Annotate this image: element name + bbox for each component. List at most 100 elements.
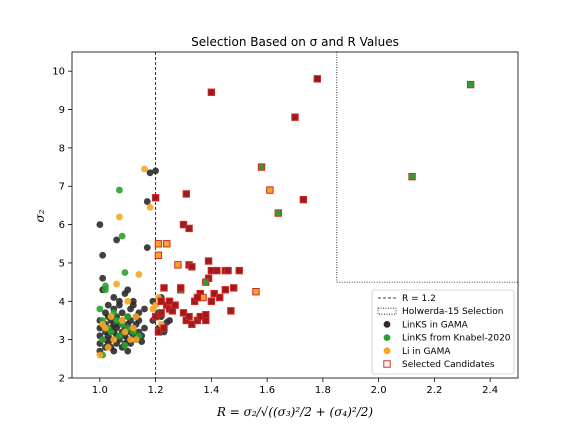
y-tick-label: 8 — [59, 143, 65, 154]
li-gama-point — [129, 324, 137, 332]
selected-candidate-point — [229, 284, 238, 292]
links-knabel-point — [107, 328, 115, 336]
links-knabel-point — [113, 317, 120, 324]
links-knabel-point — [118, 232, 126, 240]
selected-candidate-point — [154, 328, 163, 336]
holwerda-selection-region — [336, 52, 518, 283]
selected-candidate-point — [274, 209, 282, 217]
selected-candidate-point — [466, 80, 475, 89]
legend-marker-circle — [383, 334, 391, 341]
li-gama-point — [110, 336, 118, 344]
selected-candidate-point — [165, 297, 174, 305]
li-gama-point — [141, 165, 148, 173]
legend-label: LinKS from Knabel-2020 — [402, 334, 511, 344]
selected-candidate-point — [154, 240, 163, 248]
selected-candidate-point — [188, 320, 196, 329]
selected-candidate-point — [179, 309, 188, 317]
li-gama-point — [127, 336, 134, 344]
li-gama-point — [132, 313, 140, 321]
selected-candidate-point — [171, 301, 179, 309]
legend-label: LinKS in GAMA — [402, 320, 469, 330]
links-gama-point — [110, 347, 118, 355]
li-gama-point — [115, 213, 123, 221]
selected-candidate-point — [202, 278, 210, 286]
legend-label: R = 1.2 — [402, 294, 436, 304]
x-tick-label: 2.0 — [371, 385, 387, 396]
x-axis-label: R = σ₂/√((σ₃)²/2 + (σ₄)²/2) — [216, 405, 373, 419]
x-tick-label: 1.0 — [92, 385, 108, 396]
selected-candidate-point — [299, 195, 308, 204]
links-gama-point — [124, 347, 132, 355]
links-gama-point — [113, 236, 120, 244]
x-tick-label: 2.2 — [426, 385, 442, 396]
selected-candidate-point — [204, 257, 213, 265]
selected-candidate-point — [157, 309, 165, 317]
legend-label: Holwerda-15 Selection — [402, 307, 503, 317]
links-gama-point — [99, 274, 107, 282]
links-gama-point — [115, 297, 123, 305]
links-gama-point — [166, 317, 173, 324]
y-tick-label: 4 — [59, 297, 65, 308]
x-tick-label: 1.6 — [259, 385, 275, 396]
links-gama-point — [99, 251, 107, 259]
selected-candidate-point — [160, 324, 168, 332]
links-gama-point — [110, 294, 118, 301]
y-tick-label: 10 — [52, 67, 65, 78]
y-tick-label: 2 — [59, 374, 65, 385]
y-tick-label: 6 — [59, 220, 65, 231]
links-gama-point — [129, 297, 137, 305]
x-tick-label: 1.2 — [148, 385, 164, 396]
selected-candidate-point — [160, 284, 168, 292]
selected-candidate-point — [213, 266, 221, 275]
links-gama-point — [141, 324, 148, 332]
selected-candidate-point — [207, 88, 216, 96]
selected-candidate-point — [174, 261, 182, 269]
plot-frame — [71, 51, 519, 379]
legend: R = 1.2 Holwerda-15 Selection LinKS in GAM… — [371, 289, 515, 375]
x-tick-label: 1.4 — [203, 385, 219, 396]
links-gama-point — [104, 301, 112, 309]
links-gama-point — [96, 221, 104, 228]
selected-candidate-point — [182, 190, 190, 198]
legend-marker-circle — [383, 321, 391, 328]
legend-label: Selected Candidates — [402, 360, 495, 370]
selected-candidate-point — [154, 251, 163, 259]
li-gama-point — [118, 317, 126, 324]
selected-candidate-point — [291, 113, 299, 121]
y-axis: 2 3 4 5 6 7 8 9 10 — [52, 67, 72, 385]
legend-marker-circle — [383, 347, 391, 355]
links-gama-point — [118, 309, 126, 317]
legend-box — [371, 289, 515, 375]
selected-candidate-point — [163, 240, 171, 248]
li-gama-point — [135, 271, 143, 278]
li-gama-point — [121, 328, 129, 336]
selected-candidate-point — [193, 293, 202, 302]
li-gama-point — [113, 280, 120, 288]
y-tick-label: 9 — [59, 105, 65, 116]
li-gama-point — [96, 351, 104, 359]
selected-candidate-point — [151, 312, 160, 321]
series-li-gama — [96, 165, 165, 359]
selected-candidate-point — [257, 163, 266, 171]
li-gama-point — [107, 313, 115, 321]
selected-candidate-point — [179, 220, 188, 229]
links-knabel-point — [124, 313, 132, 321]
selected-candidate-point — [266, 186, 274, 194]
selected-candidate-point — [202, 311, 210, 319]
selected-candidate-point — [224, 266, 232, 275]
links-knabel-point — [96, 305, 104, 313]
links-gama-point — [146, 169, 154, 177]
selected-candidate-point — [235, 266, 243, 275]
links-gama-point — [143, 244, 151, 252]
selected-candidate-point — [221, 286, 230, 294]
links-knabel-point — [102, 286, 109, 294]
legend-marker-square — [383, 360, 391, 368]
li-gama-point — [152, 301, 160, 309]
selected-candidate-point — [185, 312, 193, 321]
selected-candidate-point — [151, 194, 160, 202]
links-gama-point — [141, 305, 148, 313]
links-knabel-point — [99, 336, 107, 344]
chart-title: Selection Based on σ and R Values — [191, 35, 399, 49]
